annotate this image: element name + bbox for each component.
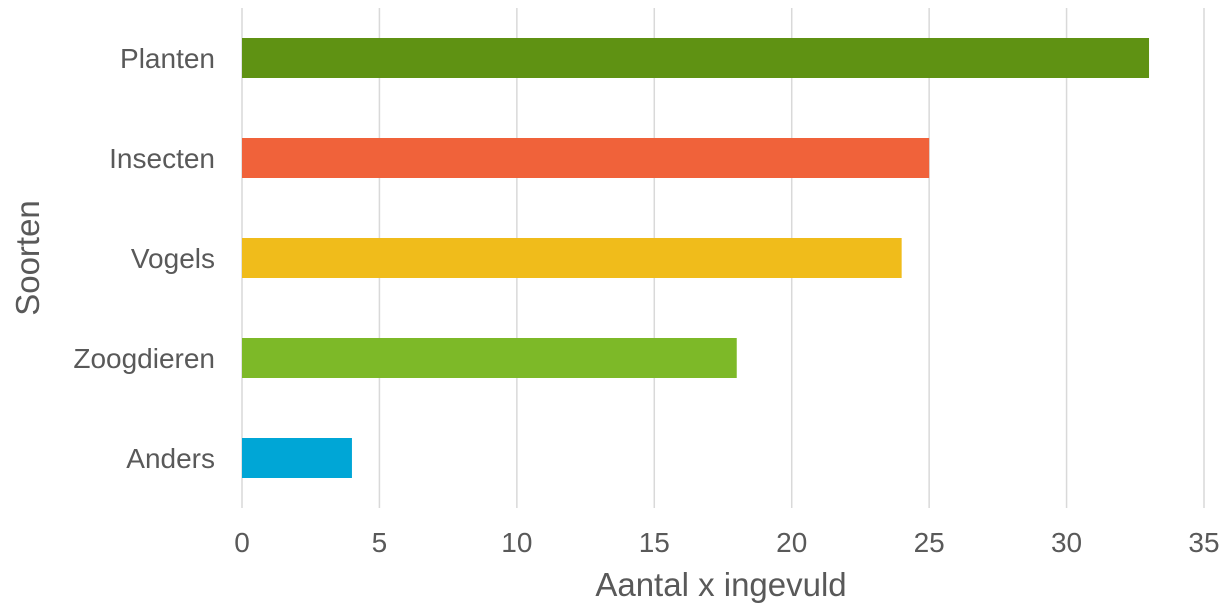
bars <box>242 38 1150 478</box>
x-tick-label: 20 <box>776 527 807 558</box>
bar-zoogdieren <box>242 338 737 378</box>
x-tick-label: 30 <box>1051 527 1082 558</box>
y-axis-title: Soorten <box>9 200 46 316</box>
category-label: Zoogdieren <box>73 343 215 374</box>
x-tick-label: 5 <box>372 527 388 558</box>
bar-anders <box>242 438 352 478</box>
category-label: Insecten <box>109 143 215 174</box>
bar-planten <box>242 38 1150 78</box>
x-tick-labels: 0 5 10 15 20 25 30 35 <box>234 527 1219 558</box>
x-tick-label: 0 <box>234 527 250 558</box>
x-tick-label: 25 <box>914 527 945 558</box>
x-tick-label: 10 <box>501 527 532 558</box>
category-labels: Planten Insecten Vogels Zoogdieren Anders <box>73 43 215 474</box>
bar-vogels <box>242 238 902 278</box>
x-axis-title: Aantal x ingevuld <box>595 566 846 603</box>
category-label: Vogels <box>131 243 215 274</box>
x-tick-label: 35 <box>1188 527 1219 558</box>
category-label: Planten <box>120 43 215 74</box>
x-tick-label: 15 <box>639 527 670 558</box>
bar-insecten <box>242 138 930 178</box>
category-label: Anders <box>126 443 215 474</box>
